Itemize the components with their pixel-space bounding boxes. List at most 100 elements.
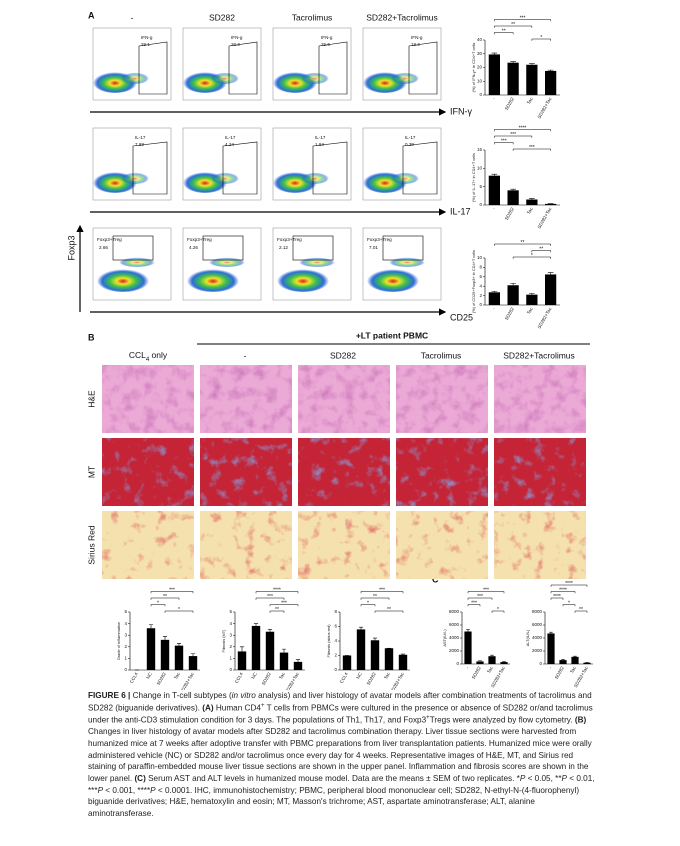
y-tick-label: 8 bbox=[334, 609, 337, 614]
caption-text: Human CD4 bbox=[213, 703, 261, 713]
x-tick-label: CCL4 bbox=[339, 671, 349, 684]
gate bbox=[312, 141, 348, 195]
x-tick-label: SD282 bbox=[261, 671, 272, 686]
gate-label: Foxp3+Treg bbox=[277, 237, 302, 242]
y-axis-label: (%) of CD25+Foxp3+ in CD4+T cells bbox=[471, 250, 476, 313]
bar bbox=[526, 64, 538, 95]
x-tick-label: NC bbox=[250, 671, 258, 680]
significance-bracket bbox=[491, 610, 505, 613]
x-tick-label: Tac bbox=[526, 206, 534, 215]
cell-density bbox=[277, 268, 329, 292]
y-tick-label: 0 bbox=[124, 667, 127, 672]
bar bbox=[500, 662, 508, 664]
significance-label: *** bbox=[379, 588, 385, 594]
gate bbox=[138, 41, 168, 95]
cell-density bbox=[301, 72, 329, 84]
x-tick-label: SD282 bbox=[156, 671, 167, 686]
error-bar bbox=[549, 631, 553, 634]
cell-density bbox=[187, 268, 239, 292]
gate-label: IFN-g bbox=[411, 35, 423, 40]
significance-bracket bbox=[494, 32, 514, 35]
tissue-texture bbox=[200, 438, 292, 506]
panel-label: C bbox=[432, 574, 439, 584]
tissue-texture bbox=[200, 365, 292, 433]
cell-density bbox=[391, 72, 419, 84]
caption-text: Tregs were analyzed by flow cytometry. bbox=[429, 715, 575, 725]
significance-label: *** bbox=[501, 139, 507, 145]
bar bbox=[279, 652, 289, 670]
significance-label: * bbox=[568, 601, 570, 607]
x-tick-label: - bbox=[491, 96, 496, 100]
error-bar bbox=[162, 636, 168, 640]
x-tick-label: SD282+Tac bbox=[536, 206, 552, 229]
tissue-texture bbox=[200, 511, 292, 579]
gate-label: Foxp3+Treg bbox=[367, 237, 392, 242]
bar bbox=[507, 190, 519, 205]
significance-label: ** bbox=[539, 247, 543, 253]
significance-bracket bbox=[360, 591, 404, 594]
significance-bracket bbox=[494, 25, 533, 28]
gate bbox=[112, 235, 154, 261]
y-tick-label: 5 bbox=[229, 609, 232, 614]
error-bar bbox=[253, 623, 259, 626]
x-tick-label: - bbox=[491, 206, 496, 210]
bar bbox=[526, 294, 538, 305]
significance-label: **** bbox=[553, 594, 561, 600]
error-bar bbox=[176, 643, 182, 646]
gate-label: Foxp3+Treg bbox=[187, 237, 212, 242]
y-tick-label: 1 bbox=[124, 656, 127, 661]
tissue-texture bbox=[494, 365, 586, 433]
error-bar bbox=[491, 291, 498, 293]
caption-text: < 0.001, **** bbox=[103, 785, 151, 795]
caption-text: P bbox=[150, 785, 156, 795]
y-axis-label: Grade of inflammation bbox=[116, 622, 121, 660]
gate-value: 4.24 bbox=[225, 142, 234, 147]
significance-label: * bbox=[178, 607, 180, 613]
error-bar bbox=[400, 653, 406, 655]
significance-label: **** bbox=[519, 126, 527, 132]
significance-bracket bbox=[550, 591, 576, 594]
bar bbox=[384, 648, 394, 670]
gate-label: IFN-g bbox=[141, 35, 153, 40]
gate-label: IL-17 bbox=[225, 135, 236, 140]
y-tick-label: 10 bbox=[477, 78, 483, 83]
y-tick-label: 2 bbox=[334, 653, 337, 658]
significance-label: **** bbox=[565, 581, 573, 587]
y-axis-label: Fibrosis (MT) bbox=[221, 629, 226, 653]
label-part: only bbox=[149, 350, 168, 360]
caption-text: FIGURE 6 | bbox=[88, 691, 133, 700]
error-bar bbox=[490, 654, 494, 657]
tissue-texture bbox=[494, 438, 586, 506]
gate-value: 7.83 bbox=[135, 142, 144, 147]
significance-bracket bbox=[255, 597, 285, 600]
tissue-texture bbox=[298, 438, 390, 506]
error-bar bbox=[529, 63, 535, 65]
significance-label: * bbox=[531, 253, 533, 259]
y-tick-label: 0 bbox=[479, 92, 482, 97]
y-tick-label: 0 bbox=[456, 661, 459, 666]
gate-value: 29.1 bbox=[141, 42, 150, 47]
x-tick-label: SD282+Tac bbox=[389, 671, 405, 690]
significance-bracket bbox=[374, 610, 404, 613]
tissue-texture bbox=[298, 365, 390, 433]
column-label: SD282 bbox=[330, 350, 356, 360]
gate bbox=[228, 41, 258, 95]
bar bbox=[370, 640, 380, 670]
row-label: MT bbox=[86, 466, 96, 478]
x-tick-label: Tac bbox=[278, 671, 286, 680]
axis-label: CD25 bbox=[450, 312, 473, 322]
bar bbox=[488, 292, 500, 305]
y-tick-label: 4 bbox=[479, 283, 482, 288]
histology-header: +LT patient PBMC bbox=[356, 330, 428, 340]
gate bbox=[292, 235, 334, 261]
bar bbox=[545, 203, 557, 205]
significance-bracket bbox=[531, 250, 551, 253]
gate-value: 4.26 bbox=[189, 245, 198, 250]
y-tick-label: 40 bbox=[477, 37, 483, 42]
gate-value: 7.01 bbox=[369, 245, 378, 250]
significance-bracket bbox=[467, 604, 481, 607]
tissue-texture bbox=[396, 365, 488, 433]
y-tick-label: 30 bbox=[477, 51, 483, 56]
significance-label: ** bbox=[579, 607, 583, 613]
error-bar bbox=[510, 61, 516, 63]
